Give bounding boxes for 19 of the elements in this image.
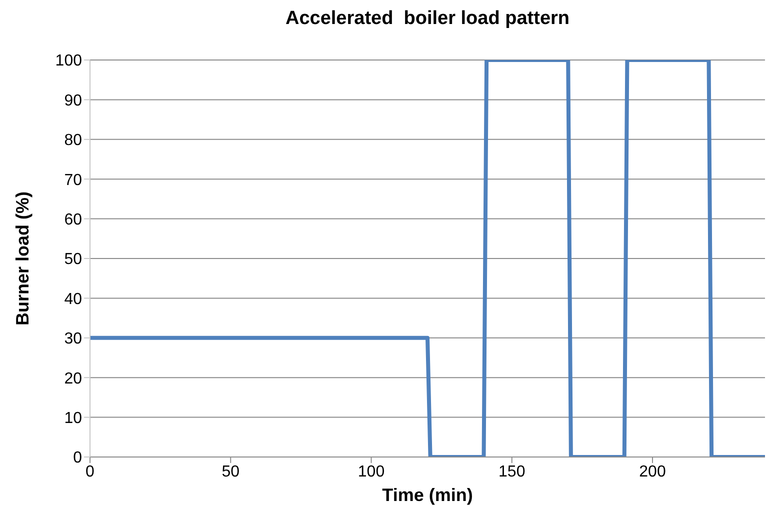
x-tick-label: 50 [222, 463, 240, 480]
y-tick-label: 30 [64, 330, 82, 348]
y-tick-label: 40 [64, 290, 82, 308]
chart-title: Accelerated boiler load pattern [284, 8, 571, 30]
x-tick-label: 0 [86, 463, 95, 480]
x-tick-label: 200 [639, 463, 666, 480]
y-tick-label: 70 [64, 172, 82, 189]
y-tick-label: 10 [64, 410, 82, 427]
x-axis-title: Time (min) [382, 485, 473, 505]
y-tick-label: 80 [64, 132, 82, 150]
y-tick-label: 50 [64, 251, 82, 268]
y-tick-label: 100 [55, 52, 82, 70]
y-tick-label: 60 [64, 211, 82, 228]
y-tick-label: 90 [64, 92, 82, 110]
x-tick-label: 100 [358, 463, 385, 480]
y-tick-label: 0 [73, 450, 82, 467]
y-tick-label: 20 [64, 370, 82, 388]
x-tick-label: 150 [498, 463, 526, 480]
y-axis-title: Burner load (%) [12, 191, 32, 326]
